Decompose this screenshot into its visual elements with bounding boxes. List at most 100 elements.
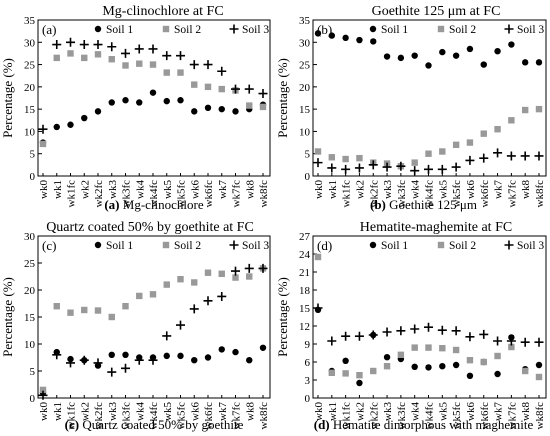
data-point: [439, 363, 446, 370]
data-point: [411, 363, 418, 370]
x-tick-label: wk1: [52, 402, 64, 421]
legend-marker-2: [437, 25, 445, 33]
data-point: [122, 97, 129, 104]
data-point: [410, 324, 420, 334]
series-3: [38, 263, 268, 400]
legend-label: Soil 2: [174, 240, 201, 252]
x-tick-label: wk7: [217, 402, 229, 421]
x-tick-label: wk3fc: [396, 402, 408, 430]
data-point: [451, 326, 461, 336]
data-point: [411, 344, 418, 351]
y-axis-label: Percentage (%): [275, 277, 290, 357]
data-point: [177, 352, 184, 360]
data-point: [506, 336, 516, 346]
data-point: [232, 108, 239, 115]
data-point: [341, 331, 351, 341]
data-point: [493, 148, 503, 158]
data-point: [191, 357, 198, 364]
data-point: [67, 309, 74, 316]
panel-caption: (b) Goethite 125 μm: [370, 197, 477, 212]
panel-label: (a): [42, 22, 56, 37]
data-point: [535, 105, 543, 113]
data-point: [494, 370, 501, 378]
panel-label: (c): [42, 238, 56, 253]
x-tick-label: wk6fc: [479, 180, 491, 208]
data-point: [425, 364, 432, 371]
data-point: [94, 108, 102, 115]
x-tick-label: wk5fc: [176, 402, 188, 430]
legend-marker-2: [437, 241, 445, 249]
data-point: [66, 358, 75, 368]
data-point: [121, 363, 130, 373]
data-point: [258, 89, 268, 99]
series-2: [314, 253, 543, 381]
data-point: [258, 263, 268, 273]
panel-a: Mg-clinochlore at FC 0 5 10 15 20 25 30 35 Percen…: [0, 4, 271, 212]
y-tick-label: 9: [305, 339, 311, 351]
x-tick-label: wk3: [107, 180, 119, 199]
data-point: [134, 44, 144, 54]
series-3: [313, 303, 544, 347]
data-point: [53, 54, 60, 62]
data-point: [94, 307, 102, 314]
data-point: [520, 337, 530, 347]
data-point: [218, 270, 225, 277]
x-tick-label: wk4: [410, 180, 422, 199]
data-point: [342, 370, 349, 377]
data-point: [479, 329, 489, 339]
data-point: [437, 325, 447, 335]
y-tick-label: 5: [305, 149, 311, 161]
data-point: [466, 357, 474, 364]
y-tick-label: 0: [305, 393, 311, 405]
data-point: [466, 372, 474, 379]
y-tick-label: 5: [30, 149, 36, 161]
data-point: [425, 62, 432, 69]
y-tick-label: 10: [24, 339, 36, 351]
legend-label: Soil 2: [174, 24, 201, 36]
data-point: [452, 346, 460, 354]
data-point: [122, 351, 129, 358]
x-tick-label: wk1: [52, 180, 64, 199]
data-point: [136, 99, 143, 106]
panel-caption: (d) Hematite dimorphous with maghemite: [314, 417, 534, 432]
data-point: [259, 344, 267, 351]
data-point: [191, 279, 198, 286]
data-point: [480, 130, 487, 137]
y-tick-label: 27: [299, 231, 311, 243]
legend-label: Soil 3: [242, 240, 269, 252]
data-point: [107, 42, 117, 52]
x-tick-label: wk8: [520, 402, 532, 421]
legend-label: Soil 2: [449, 24, 476, 36]
data-point: [383, 363, 391, 370]
data-point: [107, 367, 117, 377]
x-tick-label: wk0: [38, 180, 50, 199]
data-point: [508, 343, 515, 351]
caption-prefix: (b): [370, 197, 386, 212]
data-point: [452, 141, 460, 148]
series-1: [39, 89, 267, 146]
data-point: [108, 56, 115, 63]
data-point: [218, 346, 225, 353]
data-point: [217, 291, 227, 301]
data-point: [535, 361, 543, 369]
x-tick-label: wk7: [217, 180, 229, 199]
data-point: [437, 164, 447, 174]
data-point: [494, 48, 501, 55]
data-point: [163, 69, 170, 76]
x-tick-label: wk6fc: [479, 402, 491, 430]
data-point: [383, 354, 391, 361]
legend-label: Soil 3: [242, 24, 269, 36]
data-point: [39, 140, 47, 148]
series-2: [39, 265, 267, 394]
data-point: [163, 97, 170, 105]
data-point: [535, 59, 543, 66]
chart-title: Goethite 125 μm at FC: [372, 4, 501, 19]
data-point: [93, 40, 103, 50]
data-point: [328, 32, 336, 39]
data-point: [534, 337, 544, 347]
data-point: [232, 274, 239, 281]
data-point: [81, 306, 88, 314]
x-tick-label: wk3: [107, 402, 119, 421]
data-point: [246, 273, 253, 280]
legend-label: Soil 1: [381, 240, 408, 252]
